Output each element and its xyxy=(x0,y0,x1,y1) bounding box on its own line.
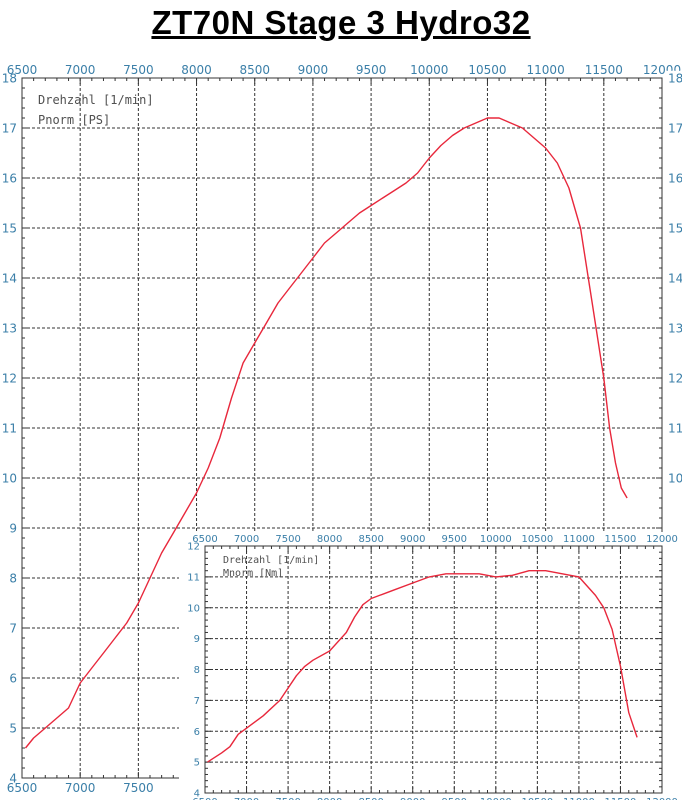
main-xtick-top-label: 7000 xyxy=(65,63,96,77)
main-ytick-right-label: 14 xyxy=(668,271,682,285)
main-series-line-0 xyxy=(24,117,628,749)
main-ytick-right-bg xyxy=(665,220,682,236)
main-xtick-top-label: 9500 xyxy=(356,63,387,77)
main-xtick-bottom-label: 7500 xyxy=(123,781,154,795)
main-ytick-left-label: 18 xyxy=(2,71,17,85)
main-ytick-right-label: 16 xyxy=(668,171,682,185)
main-xtick-top-label: 11000 xyxy=(527,63,565,77)
inset-tickmarks xyxy=(204,545,663,794)
main-xtick-top-label: 6500 xyxy=(7,63,38,77)
inset-xtick-bottom-label: 7500 xyxy=(275,797,300,800)
main-ytick-left-label: 9 xyxy=(9,521,17,535)
main-legend-entry-1: Pnorm [PS] xyxy=(38,113,110,127)
inset-legend-entry-1: Mnorm [Nm] xyxy=(223,568,283,579)
main-xtick-bottom-label: 7000 xyxy=(65,781,96,795)
main-xtick-top-label: 10000 xyxy=(410,63,448,77)
main-ytick-right-bg xyxy=(665,470,682,486)
main-ytick-right-bg xyxy=(665,420,682,436)
inset-xtick-top-label: 7500 xyxy=(275,534,300,545)
main-ytick-right-bg xyxy=(665,170,682,186)
main-xtick-top-label: 10500 xyxy=(468,63,506,77)
main-ytick-right-label: 13 xyxy=(668,321,682,335)
inset-ytick-left-label: 12 xyxy=(187,542,200,553)
main-ytick-left-label: 16 xyxy=(2,171,17,185)
inset-legend-entry-0: Drehzahl [1/min] xyxy=(223,555,319,566)
inset-xtick-top-label: 8000 xyxy=(317,534,342,545)
inset-xtick-bottom-label: 12000 xyxy=(646,797,678,800)
inset-xtick-top-label: 6500 xyxy=(192,534,217,545)
page-title: ZT70N Stage 3 Hydro32 xyxy=(151,4,531,41)
main-ytick-left-label: 6 xyxy=(9,671,17,685)
main-xtick-top-label: 8500 xyxy=(239,63,270,77)
main-ytick-right-bg xyxy=(665,120,682,136)
inset-xtick-bottom-label: 6500 xyxy=(192,797,217,800)
main-ytick-right-bg xyxy=(665,370,682,386)
inset-xtick-bottom-label: 9000 xyxy=(400,797,425,800)
main-xtick-top-label: 7500 xyxy=(123,63,154,77)
inset-ytick-left-label: 9 xyxy=(194,634,200,645)
inset-xtick-top-label: 10000 xyxy=(480,534,512,545)
inset-xtick-top-label: 10500 xyxy=(521,534,553,545)
main-xtick-bottom-label: 6500 xyxy=(7,781,38,795)
main-ytick-left-label: 13 xyxy=(2,321,17,335)
inset-ytick-left-label: 4 xyxy=(194,789,200,800)
inset-xtick-bottom-label: 8500 xyxy=(358,797,383,800)
main-ytick-right-bg xyxy=(665,270,682,286)
inset-xtick-bottom-label: 11500 xyxy=(605,797,637,800)
inset-xtick-top-label: 11000 xyxy=(563,534,595,545)
inset-ytick-left-label: 10 xyxy=(187,603,200,614)
main-ytick-left-label: 11 xyxy=(2,421,17,435)
main-ytick-right-label: 17 xyxy=(668,121,682,135)
main-ytick-left-label: 14 xyxy=(2,271,17,285)
main-ytick-left-label: 8 xyxy=(9,571,17,585)
inset-xtick-top-label: 7000 xyxy=(234,534,259,545)
main-xtick-top-label: 11500 xyxy=(585,63,623,77)
inset-ytick-left-label: 6 xyxy=(194,727,200,738)
main-ytick-left-label: 4 xyxy=(9,771,17,785)
main-ytick-left-label: 10 xyxy=(2,471,17,485)
main-ytick-right-bg xyxy=(665,320,682,336)
inset-xtick-top-label: 12000 xyxy=(646,534,678,545)
main-ytick-right-label: 15 xyxy=(668,221,682,235)
main-ytick-left-label: 15 xyxy=(2,221,17,235)
inset-xtick-top-label: 11500 xyxy=(605,534,637,545)
main-legend-entry-0: Drehzahl [1/min] xyxy=(38,93,154,107)
inset-xtick-bottom-label: 11000 xyxy=(563,797,595,800)
inset-ytick-left-label: 8 xyxy=(194,665,200,676)
inset-ytick-left-label: 7 xyxy=(194,696,200,707)
main-ytick-right-label: 18 xyxy=(668,71,682,85)
inset-xtick-bottom-label: 8000 xyxy=(317,797,342,800)
main-xtick-top-label: 9000 xyxy=(298,63,329,77)
main-ytick-right-label: 11 xyxy=(668,421,682,435)
main-ytick-left-label: 5 xyxy=(9,721,17,735)
inset-xtick-bottom-label: 10000 xyxy=(480,797,512,800)
inset-xtick-top-label: 9000 xyxy=(400,534,425,545)
main-ytick-left-label: 7 xyxy=(9,621,17,635)
main-ytick-right-label: 12 xyxy=(668,371,682,385)
inset-xtick-bottom-label: 7000 xyxy=(234,797,259,800)
inset-ytick-left-label: 11 xyxy=(187,572,200,583)
main-ytick-right-bg xyxy=(665,70,682,86)
inset-chart: 6500 7000 7500 8000 8500 9000 9500 10000 10500 11… xyxy=(179,532,682,800)
main-ytick-right-label: 10 xyxy=(668,471,682,485)
inset-xtick-bottom-label: 9500 xyxy=(442,797,467,800)
main-xtick-top-label: 8000 xyxy=(181,63,212,77)
inset-xtick-top-label: 9500 xyxy=(442,534,467,545)
inset-series-line-0 xyxy=(207,570,638,763)
inset-xtick-top-label: 8500 xyxy=(358,534,383,545)
main-ytick-left-label: 12 xyxy=(2,371,17,385)
main-ytick-left-label: 17 xyxy=(2,121,17,135)
inset-ytick-left-label: 5 xyxy=(194,758,200,769)
inset-xtick-bottom-label: 10500 xyxy=(521,797,553,800)
